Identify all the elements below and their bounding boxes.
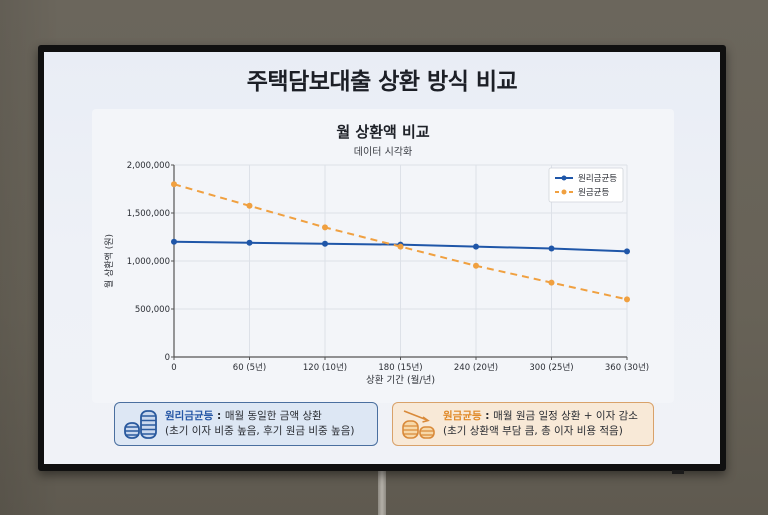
data-point	[548, 279, 555, 286]
y-tick-label: 0	[165, 353, 170, 363]
desc-line2: (초기 이자 비중 높음, 후기 원금 비중 높음)	[165, 425, 355, 437]
data-point	[473, 262, 479, 269]
desc-line1: 매월 원금 일정 상환 + 이자 감소	[493, 410, 638, 422]
coin-stack-icon	[124, 410, 157, 439]
tv-stand-pole	[378, 470, 386, 515]
info-box-equal-payment: 원리금균등 : 매월 동일한 금액 상환 (초기 이자 비중 높음, 후기 원금…	[114, 402, 378, 446]
data-point	[548, 245, 555, 252]
chart-title: 월 상환액 비교	[336, 123, 430, 141]
x-tick-label: 360 (30년)	[605, 362, 649, 373]
info-box-equal-principal: 원금균등 : 매월 원금 일정 상환 + 이자 감소 (초기 상환액 부담 큼,…	[392, 402, 654, 446]
x-tick-label: 300 (25년)	[529, 362, 573, 373]
chart-legend	[548, 167, 624, 203]
x-tick-label: 240 (20년)	[454, 362, 498, 373]
desc-line2: (초기 상환액 부담 큼, 총 이자 비용 적음)	[443, 425, 623, 437]
legend-label: 원금균등	[578, 188, 609, 198]
data-point	[246, 202, 253, 209]
data-point	[246, 239, 253, 246]
line-chart: 0 500,000 1,000,000 1,500,000 2,000,000 0 60 (…	[103, 161, 649, 386]
data-point	[397, 243, 404, 250]
tv-screen: 주택담보대출 상환 방식 비교 월 상환액 비교 데이터 시각화 0 500,00…	[44, 52, 720, 464]
x-tick-label: 60 (5년)	[233, 362, 266, 373]
slide-title: 주택담보대출 상환 방식 비교	[246, 69, 518, 95]
data-point	[171, 181, 177, 188]
y-tick-label: 1,500,000	[127, 209, 170, 219]
x-axis-label: 상환 기간 (월/년)	[366, 374, 435, 386]
y-tick-label: 1,000,000	[127, 257, 170, 267]
chart-card: 월 상환액 비교 데이터 시각화 0 500,000 1,000,000 1,500,…	[92, 109, 674, 403]
keyword-equal-payment: 원리금균등	[165, 410, 214, 422]
legend-label: 원리금균등	[578, 174, 617, 184]
y-tick-label: 500,000	[135, 305, 170, 315]
tv-foot	[672, 470, 684, 474]
keyword-equal-principal: 원금균등	[443, 410, 482, 422]
x-tick-label: 120 (10년)	[303, 362, 347, 373]
x-tick-label: 0	[171, 363, 176, 373]
desc-line1: 매월 동일한 금액 상환	[224, 410, 322, 422]
data-point	[322, 224, 328, 231]
coin-decrease-icon	[402, 410, 435, 439]
y-tick-label: 2,000,000	[127, 161, 170, 171]
data-point	[171, 238, 177, 245]
y-axis-label: 월 상환액 (원)	[103, 234, 115, 288]
info-text-equal-principal: 원금균등 : 매월 원금 일정 상환 + 이자 감소 (초기 상환액 부담 큼,…	[443, 410, 638, 437]
data-point	[473, 243, 479, 250]
chart-subtitle: 데이터 시각화	[353, 147, 413, 158]
data-point	[624, 296, 630, 303]
data-point	[322, 240, 328, 247]
info-text-equal-payment: 원리금균등 : 매월 동일한 금액 상환 (초기 이자 비중 높음, 후기 원금…	[165, 410, 355, 437]
x-tick-label: 180 (15년)	[378, 362, 422, 373]
data-point	[624, 248, 630, 255]
